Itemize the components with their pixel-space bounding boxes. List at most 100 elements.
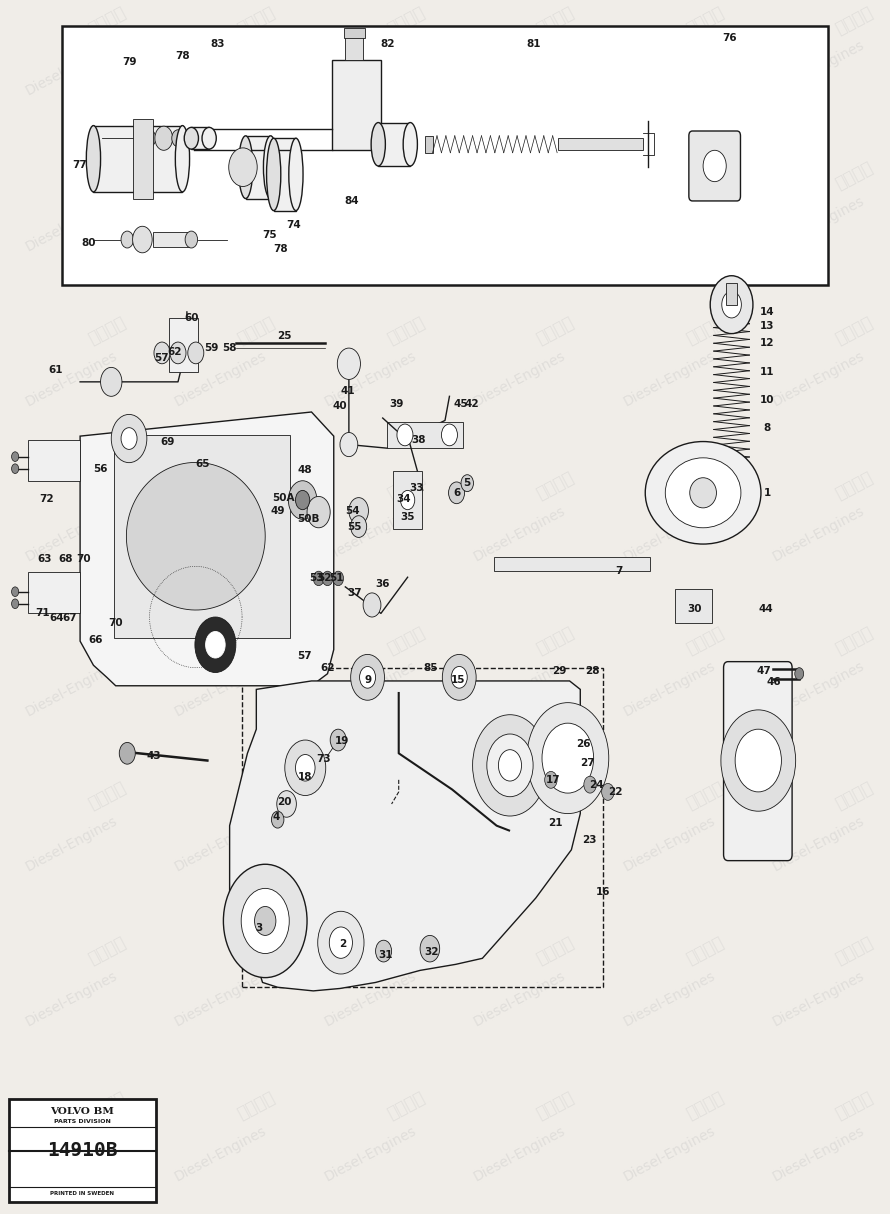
Circle shape [527, 703, 609, 813]
Text: 48: 48 [298, 465, 312, 475]
Bar [726, 283, 737, 305]
Text: 紫发动力: 紫发动力 [384, 623, 428, 658]
Circle shape [545, 771, 557, 788]
Text: 75: 75 [263, 229, 277, 239]
Text: 16: 16 [596, 887, 611, 897]
Text: 1: 1 [764, 488, 771, 498]
FancyBboxPatch shape [724, 662, 792, 861]
Text: Diesel-Engines: Diesel-Engines [173, 658, 269, 719]
Text: Diesel-Engines: Diesel-Engines [173, 348, 269, 409]
Text: 10: 10 [760, 395, 774, 405]
Text: 14910B: 14910B [47, 1141, 117, 1161]
Text: 紫发动力: 紫发动力 [832, 313, 877, 347]
Text: 52: 52 [318, 573, 332, 584]
Circle shape [195, 617, 236, 673]
Text: Diesel-Engines: Diesel-Engines [771, 193, 867, 254]
Text: 71: 71 [36, 608, 50, 618]
Text: 25: 25 [278, 331, 292, 341]
Ellipse shape [263, 136, 278, 199]
Text: 紫发动力: 紫发动力 [384, 313, 428, 347]
Circle shape [229, 148, 257, 187]
Text: 85: 85 [424, 663, 438, 673]
Circle shape [735, 730, 781, 792]
Ellipse shape [175, 125, 190, 192]
Text: 紫发动力: 紫发动力 [85, 313, 129, 347]
Text: Diesel-Engines: Diesel-Engines [621, 813, 717, 874]
Circle shape [295, 490, 310, 510]
Text: 紫发动力: 紫发动力 [234, 158, 279, 193]
Text: 14: 14 [760, 307, 774, 317]
Circle shape [340, 432, 358, 456]
Text: Diesel-Engines: Diesel-Engines [472, 504, 568, 563]
Text: 紫发动力: 紫发动力 [85, 2, 129, 38]
Bar [558, 138, 643, 151]
Text: Diesel-Engines: Diesel-Engines [472, 348, 568, 409]
Text: 紫发动力: 紫发动力 [683, 2, 727, 38]
Text: 30: 30 [687, 603, 701, 613]
Circle shape [101, 368, 122, 396]
Text: 紫发动力: 紫发动力 [384, 467, 428, 503]
Bar [387, 421, 463, 448]
Text: 65: 65 [196, 459, 210, 469]
Text: Diesel-Engines: Diesel-Engines [472, 969, 568, 1028]
Circle shape [442, 654, 476, 700]
Text: 紫发动力: 紫发动力 [832, 623, 877, 658]
Text: Diesel-Engines: Diesel-Engines [322, 1123, 418, 1184]
Text: 59: 59 [205, 344, 219, 353]
Text: 26: 26 [577, 738, 591, 749]
Text: Diesel-Engines: Diesel-Engines [173, 969, 269, 1028]
Text: 62: 62 [320, 663, 335, 673]
Bar [425, 136, 433, 153]
Circle shape [498, 750, 522, 781]
Text: 58: 58 [222, 344, 237, 353]
Text: 紫发动力: 紫发动力 [234, 623, 279, 658]
Text: 紫发动力: 紫发动力 [533, 934, 578, 968]
Text: Diesel-Engines: Diesel-Engines [621, 348, 717, 409]
Bar [332, 59, 381, 151]
Text: 69: 69 [160, 437, 174, 447]
Text: 39: 39 [389, 398, 403, 409]
Circle shape [351, 516, 367, 538]
Bar [169, 318, 198, 373]
Ellipse shape [86, 125, 101, 192]
Text: 27: 27 [580, 758, 595, 768]
Text: 紫发动力: 紫发动力 [384, 1088, 428, 1123]
Text: Diesel-Engines: Diesel-Engines [621, 1123, 717, 1184]
Ellipse shape [267, 138, 281, 210]
Text: Diesel-Engines: Diesel-Engines [771, 1123, 867, 1184]
Text: 43: 43 [147, 750, 161, 761]
Circle shape [451, 666, 467, 688]
Ellipse shape [239, 136, 253, 199]
Text: 74: 74 [287, 220, 301, 231]
Ellipse shape [665, 458, 740, 528]
Circle shape [111, 414, 147, 463]
Text: 64: 64 [50, 613, 64, 623]
Text: 紫发动力: 紫发动力 [533, 313, 578, 347]
Text: 62: 62 [167, 347, 182, 357]
Bar [62, 25, 828, 285]
Circle shape [241, 889, 289, 953]
Text: 70: 70 [109, 618, 123, 628]
Text: Diesel-Engines: Diesel-Engines [23, 969, 119, 1028]
Text: 紫发动力: 紫发动力 [234, 2, 279, 38]
Text: 18: 18 [298, 772, 312, 783]
Text: Diesel-Engines: Diesel-Engines [23, 38, 119, 98]
Circle shape [461, 475, 473, 492]
Polygon shape [80, 412, 334, 686]
Text: 紫发动力: 紫发动力 [85, 467, 129, 503]
Text: 紫发动力: 紫发动力 [384, 2, 428, 38]
Circle shape [185, 231, 198, 248]
Circle shape [542, 724, 594, 793]
Circle shape [295, 755, 315, 781]
Text: 66: 66 [88, 635, 102, 645]
Text: Diesel-Engines: Diesel-Engines [173, 193, 269, 254]
Circle shape [188, 342, 204, 364]
Text: Diesel-Engines: Diesel-Engines [771, 969, 867, 1028]
Circle shape [143, 130, 156, 147]
Text: Diesel-Engines: Diesel-Engines [621, 38, 717, 98]
Text: 57: 57 [297, 651, 311, 660]
Bar [191, 127, 209, 149]
Text: 40: 40 [333, 401, 347, 412]
Text: 9: 9 [365, 675, 372, 685]
Text: 20: 20 [278, 796, 292, 806]
